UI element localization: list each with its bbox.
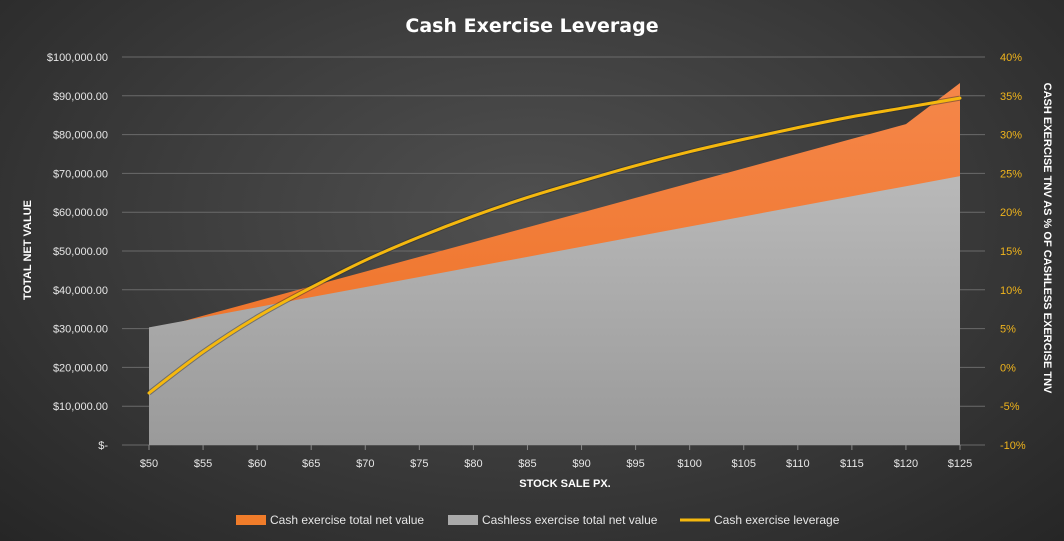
legend-label: Cash exercise total net value [270,513,424,527]
y-tick-label: $10,000.00 [53,401,108,413]
x-tick-label: $70 [356,458,374,470]
y-axis-right: -10% -5% 0% 5% 10% 15% 20% 25% 30% 35% 40% [1000,52,1026,452]
y-tick-label: $50,000.00 [53,246,108,258]
y-tick-label: $70,000.00 [53,168,108,180]
y-tick-label: $60,000.00 [53,207,108,219]
y-tick-label: $40,000.00 [53,285,108,297]
y2-tick-label: 20% [1000,207,1022,219]
y2-tick-label: 35% [1000,91,1022,103]
x-axis-title: STOCK SALE PX. [519,478,610,490]
x-tick-label: $60 [248,458,266,470]
area-series [148,82,961,445]
cash-exercise-leverage-line [147,96,962,395]
y-tick-label: $90,000.00 [53,91,108,103]
x-tick-label: $90 [572,458,590,470]
legend-label: Cashless exercise total net value [482,513,658,527]
y2-axis-title: CASH EXERCISE TNV AS % OF CASHLESS EXERC… [1041,83,1053,394]
y2-tick-label: 30% [1000,130,1022,142]
x-axis: $50 $55 $60 $65 $70 $75 $80 $85 $90 $95 $100 $105 $1… [140,445,972,470]
legend-swatch [236,515,266,525]
y-tick-label: $20,000.00 [53,362,108,374]
x-tick-label: $75 [410,458,428,470]
x-tick-label: $105 [731,458,755,470]
y-tick-label: $80,000.00 [53,130,108,142]
x-tick-label: $110 [786,458,810,470]
legend-label: Cash exercise leverage [714,513,840,527]
legend: Cash exercise total net value Cashless ex… [236,513,840,527]
y-tick-label: $- [98,440,108,452]
x-tick-label: $65 [302,458,320,470]
chart-title: Cash Exercise Leverage [405,15,658,37]
x-tick-label: $115 [840,458,864,470]
y-axis-left: $- $10,000.00 $20,000.00 $30,000.00 $40,000.… [47,52,109,452]
y2-tick-label: -10% [1000,440,1026,452]
y2-tick-label: 5% [1000,324,1016,336]
x-tick-label: $120 [894,458,918,470]
x-tick-label: $95 [626,458,644,470]
y2-tick-label: 0% [1000,362,1016,374]
y2-tick-label: 15% [1000,246,1022,258]
y-axis-title: TOTAL NET VALUE [22,200,34,300]
cashless-exercise-area [149,176,960,445]
y2-tick-label: 40% [1000,52,1022,64]
y2-tick-label: -5% [1000,401,1020,413]
x-tick-label: $85 [518,458,536,470]
line-series [147,95,962,395]
x-tick-label: $55 [194,458,212,470]
legend-swatch [448,515,478,525]
x-tick-label: $80 [464,458,482,470]
y2-tick-label: 10% [1000,285,1022,297]
x-tick-label: $100 [677,458,701,470]
y-tick-label: $100,000.00 [47,52,108,64]
x-tick-label: $50 [140,458,158,470]
y2-tick-label: 25% [1000,168,1022,180]
x-tick-label: $125 [948,458,972,470]
y-tick-label: $30,000.00 [53,324,108,336]
